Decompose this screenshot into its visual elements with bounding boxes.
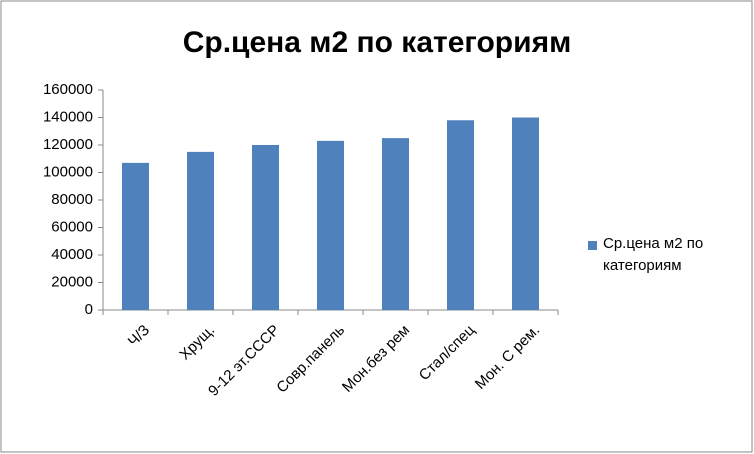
bar [252,145,279,310]
y-tick-label: 20000 [51,273,93,290]
bar [317,140,344,310]
bar [447,120,474,310]
chart-title: Ср.цена м2 по категориям [183,26,572,59]
y-tick-label: 60000 [51,218,93,235]
y-tick-label: 140000 [43,108,93,125]
y-tick-label: 0 [85,301,93,318]
y-tick-label: 80000 [51,191,93,208]
legend-label: Ср.цена м2 по категориям [603,235,704,274]
bar [382,138,409,310]
bar [512,117,539,310]
y-tick-label: 40000 [51,246,93,263]
legend-swatch [588,241,597,250]
y-tick-label: 120000 [43,136,93,153]
y-tick-label: 160000 [43,81,93,98]
y-tick-label: 100000 [43,163,93,180]
legend: Ср.цена м2 по категориям [588,235,738,277]
bar [122,162,149,310]
bar [187,151,214,310]
